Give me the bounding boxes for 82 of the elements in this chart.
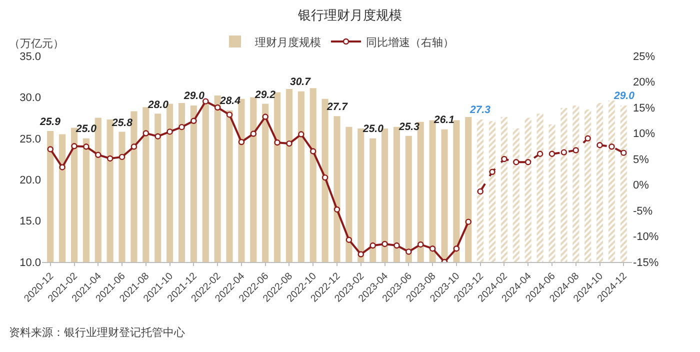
y2-tick-label: 15% (633, 102, 656, 114)
point (130, 144, 138, 150)
point (608, 144, 615, 150)
point (620, 150, 627, 156)
point (47, 146, 54, 152)
chart-title: 银行理财月度规模 (297, 8, 402, 23)
point (154, 133, 161, 140)
point (584, 135, 591, 142)
point (501, 156, 508, 162)
point (560, 149, 568, 156)
y2-tick-label: 20% (633, 76, 656, 89)
point (596, 142, 603, 148)
point (536, 150, 544, 157)
point (250, 130, 256, 137)
data-label: 29.0 (613, 90, 635, 102)
point (166, 128, 173, 135)
point (418, 241, 424, 248)
y-tick-label: 35.0 (20, 50, 41, 63)
point (524, 158, 532, 166)
data-label: 26.1 (433, 114, 455, 126)
point (322, 174, 328, 181)
point (346, 236, 352, 243)
data-label: 28.0 (147, 99, 169, 111)
y2-tick-label: 5% (633, 154, 650, 166)
point (453, 246, 460, 252)
y-tick-label: 20.0 (20, 174, 41, 186)
data-label: 29.0 (183, 90, 205, 102)
point (59, 164, 66, 170)
point (334, 206, 340, 213)
data-label: 25.0 (362, 123, 384, 135)
point (202, 98, 209, 104)
data-label: 25.9 (39, 116, 61, 128)
data-label: 29.2 (254, 89, 276, 101)
point (118, 154, 126, 160)
y-tick-label: 10.0 (20, 256, 41, 269)
point (178, 124, 185, 130)
point (214, 104, 221, 111)
point (394, 242, 400, 249)
text: 资料来源：银行业理财登记托管中心 (9, 326, 185, 339)
y-tick-label: 15.0 (20, 216, 41, 228)
data-label: 27.3 (469, 104, 491, 116)
point (298, 131, 304, 138)
point (190, 118, 197, 124)
point (477, 188, 484, 195)
point (226, 112, 233, 118)
data-label: 25.3 (398, 121, 420, 133)
point (489, 168, 496, 175)
point (71, 143, 78, 150)
legend-label: 理财月度规模 (255, 36, 321, 49)
y2-tick-label: -5% (633, 205, 653, 218)
data-label: 25.0 (75, 123, 97, 135)
y2-tick-label: -10% (633, 231, 659, 244)
point (286, 140, 292, 147)
data-label: 27.7 (326, 101, 349, 113)
point (238, 138, 245, 146)
point (406, 248, 412, 255)
point (513, 158, 520, 166)
y2-tick-label: -15% (633, 256, 659, 269)
y2-tick-label: 25% (633, 50, 656, 63)
point (95, 152, 102, 158)
point (274, 139, 280, 146)
point (382, 240, 388, 248)
point (83, 144, 90, 150)
point (142, 130, 150, 136)
y2-tick-label: 0% (633, 180, 650, 192)
y-tick-label: 30.0 (20, 92, 41, 104)
point (370, 242, 376, 249)
point (310, 148, 316, 154)
y-tick-label: 25.0 (20, 133, 41, 146)
point (572, 147, 579, 154)
point (358, 251, 364, 258)
data-label: 30.7 (290, 76, 312, 88)
data-label: 25.8 (111, 117, 133, 129)
point (465, 218, 472, 225)
legend-label: 同比增速（右轴） (366, 36, 454, 49)
point (262, 114, 268, 120)
point (429, 246, 436, 252)
y2-tick-label: 10% (633, 128, 656, 140)
point (106, 155, 114, 162)
data-label: 28.4 (219, 95, 241, 107)
point (548, 150, 556, 157)
y-axis-title: （万亿元） (9, 38, 64, 50)
